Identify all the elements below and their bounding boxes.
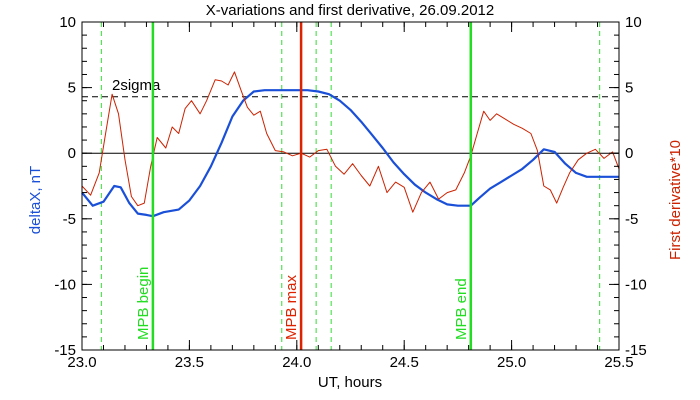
x-tick-label-5: 25.5 [604,354,633,371]
x-tick-label-3: 24.5 [390,354,419,371]
plot-frame [81,21,620,351]
two-sigma-label: 2sigma [112,77,161,94]
x-tick-label-0: 23.0 [67,354,96,371]
deltax-series-line [81,89,619,218]
y-tick-label-right-1: -10 [625,276,647,293]
marker-label-0: MPB begin [135,267,152,340]
derivative-series-line [81,71,620,213]
y-tick-label-right-3: 0 [625,145,633,162]
chart-title: X-variations and first derivative, 26.09… [206,2,495,19]
y-tick-label-left-0: -15 [54,342,76,359]
marker-label-1: MPB max [283,274,300,340]
y-tick-label-left-3: 0 [68,145,76,162]
y-tick-label-right-0: -15 [625,342,647,359]
y-tick-label-right-5: 10 [625,14,642,31]
y-axis-label-right: First derivative*10 [667,140,684,260]
y-axis-label-left: deltaX, nT [27,166,44,234]
y-tick-label-left-2: -5 [63,211,76,228]
y-tick-label-left-5: 10 [59,14,76,31]
x-tick-label-4: 25.0 [497,354,526,371]
x-tick-label-1: 23.5 [175,354,204,371]
y-tick-label-left-4: 5 [68,80,76,97]
x-axis-label: UT, hours [318,374,382,391]
y-tick-label-right-4: 5 [625,80,633,97]
y-tick-label-right-2: -5 [625,211,638,228]
y-tick-label-left-1: -10 [54,276,76,293]
x-tick-label-2: 24.0 [282,354,311,371]
plot-area: MPB begin MPB max MPB end 23.0 23.5 24.0 24.5 2… [54,14,646,371]
marker-label-2: MPB end [453,278,470,340]
